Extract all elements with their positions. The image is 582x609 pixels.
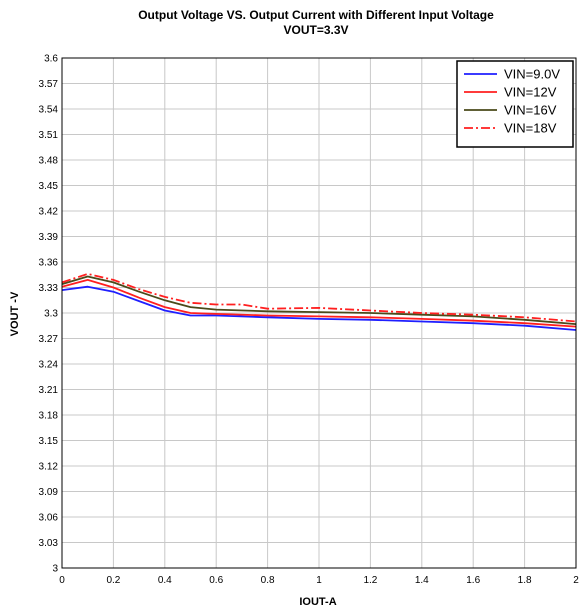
y-tick-label: 3.33 xyxy=(39,283,59,294)
x-tick-label: 0 xyxy=(59,575,65,586)
y-tick-label: 3.09 xyxy=(39,487,59,498)
x-tick-label: 1.6 xyxy=(466,575,480,586)
y-tick-label: 3 xyxy=(52,564,58,575)
y-tick-label: 3.39 xyxy=(39,232,59,243)
legend: VIN=9.0V VIN=12V VIN=16V VIN=18V xyxy=(456,60,574,148)
x-tick-label: 0.6 xyxy=(209,575,223,586)
series-line-2 xyxy=(61,278,577,328)
y-tick-label: 3.15 xyxy=(39,436,59,447)
y-tick-label: 3.03 xyxy=(39,538,59,549)
x-tick-label: 1.4 xyxy=(415,575,429,586)
y-tick-label: 3.3 xyxy=(44,309,58,320)
plot-area xyxy=(61,57,577,569)
y-axis-ticks: 3 3.03 3.06 3.09 3.12 3.15 3.18 3.21 3.24 3.27 3.3… xyxy=(39,54,59,575)
y-tick-label: 3.6 xyxy=(44,54,58,65)
series-line-1 xyxy=(61,285,577,331)
chart-title: Output Voltage VS. Output Current with D… xyxy=(138,8,494,22)
y-tick-label: 3.48 xyxy=(39,156,59,167)
y-tick-label: 3.24 xyxy=(39,360,59,371)
legend-entry: VIN=12V xyxy=(504,85,557,100)
x-tick-label: 1.8 xyxy=(518,575,532,586)
legend-entry: VIN=16V xyxy=(504,103,557,118)
y-tick-label: 3.27 xyxy=(39,334,59,345)
y-tick-label: 3.51 xyxy=(39,130,59,141)
x-tick-label: 0.4 xyxy=(158,575,172,586)
y-tick-label: 3.06 xyxy=(39,513,59,524)
legend-box xyxy=(456,60,574,148)
x-tick-label: 1.2 xyxy=(363,575,377,586)
y-tick-label: 3.18 xyxy=(39,411,59,422)
y-axis-label: VOUT -V xyxy=(9,291,21,336)
y-tick-label: 3.54 xyxy=(39,105,59,116)
x-tick-label: 2 xyxy=(573,575,579,586)
x-axis-ticks: 0 0.2 0.4 0.6 0.8 1 1.2 1.4 1.6 1.8 2 xyxy=(59,575,579,586)
legend-entry: VIN=9.0V xyxy=(504,67,560,82)
y-tick-label: 3.12 xyxy=(39,462,59,473)
y-tick-label: 3.57 xyxy=(39,79,59,90)
series-lines xyxy=(61,272,577,331)
chart-subtitle: VOUT=3.3V xyxy=(283,23,348,37)
x-tick-label: 0.8 xyxy=(261,575,275,586)
series-line-3 xyxy=(61,275,577,325)
legend-entry: VIN=18V xyxy=(504,121,557,136)
y-tick-label: 3.36 xyxy=(39,258,59,269)
x-axis-label: IOUT-A xyxy=(299,596,336,608)
x-tick-label: 0.2 xyxy=(106,575,120,586)
y-tick-label: 3.21 xyxy=(39,385,59,396)
x-tick-label: 1 xyxy=(316,575,322,586)
y-tick-label: 3.42 xyxy=(39,207,59,218)
y-tick-label: 3.45 xyxy=(39,181,59,192)
